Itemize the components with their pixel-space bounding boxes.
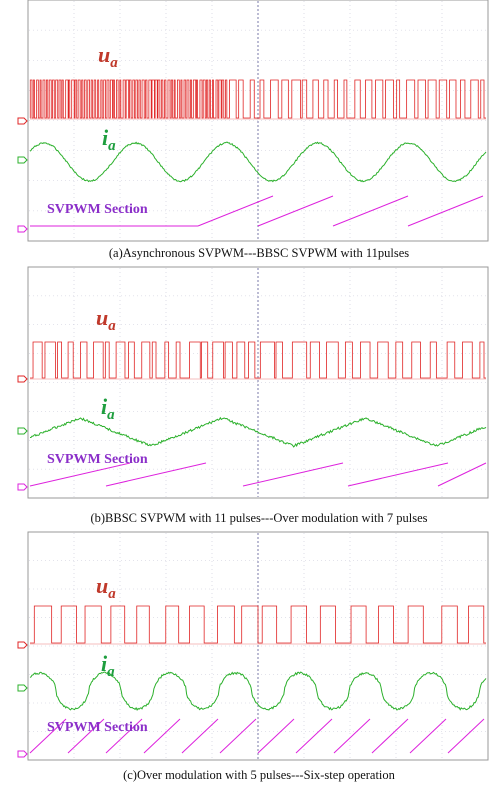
current-channel-marker bbox=[17, 156, 28, 164]
voltage-trace bbox=[30, 605, 486, 644]
sector-trace bbox=[29, 462, 487, 487]
current-label-a: ia bbox=[102, 125, 116, 154]
current-waveform-a bbox=[29, 141, 487, 183]
voltage-channel-marker bbox=[17, 375, 28, 383]
voltage-label-c: ua bbox=[96, 573, 116, 602]
voltage-label-b: ua bbox=[96, 305, 116, 334]
sector-trace bbox=[29, 718, 485, 754]
voltage-label-a: ua bbox=[98, 42, 118, 71]
current-channel-marker bbox=[17, 427, 28, 435]
sector-trace bbox=[30, 195, 484, 227]
panel-c: ua ia SVPWM Section (c)Over modulation w… bbox=[17, 531, 489, 782]
caption-b: (b)BBSC SVPWM with 11 pulses---Over modu… bbox=[90, 511, 427, 525]
section-label-a: SVPWM Section bbox=[47, 202, 148, 217]
current-label-c: ia bbox=[101, 651, 115, 680]
current-trace bbox=[29, 141, 487, 183]
channel-markers-b bbox=[17, 375, 28, 491]
channel-markers-c bbox=[17, 641, 28, 758]
voltage-waveform-a bbox=[29, 79, 486, 120]
sector-waveform-b bbox=[29, 462, 487, 487]
sector-channel-marker bbox=[17, 483, 28, 491]
caption-a: (a)Asynchronous SVPWM---BBSC SVPWM with … bbox=[109, 246, 409, 260]
current-trace bbox=[29, 671, 487, 712]
channel-markers-a bbox=[17, 117, 28, 233]
current-label-b: ia bbox=[101, 394, 115, 423]
voltage-trace bbox=[29, 79, 486, 119]
voltage-channel-marker bbox=[17, 117, 28, 125]
panel-b: ua ia SVPWM Section (b)BBSC SVPWM with 1… bbox=[17, 266, 489, 525]
sector-waveform-c bbox=[29, 718, 485, 754]
voltage-trace bbox=[30, 341, 486, 379]
current-waveform-c bbox=[29, 671, 487, 712]
voltage-channel-marker bbox=[17, 641, 28, 649]
section-label-c: SVPWM Section bbox=[47, 720, 148, 735]
section-label-b: SVPWM Section bbox=[47, 452, 148, 467]
current-channel-marker bbox=[17, 684, 28, 692]
current-waveform-b bbox=[30, 416, 487, 448]
voltage-waveform-b bbox=[30, 341, 486, 380]
sector-waveform-a bbox=[30, 195, 484, 227]
sector-channel-marker bbox=[17, 750, 28, 758]
voltage-waveform-c bbox=[30, 605, 486, 645]
sector-channel-marker bbox=[17, 225, 28, 233]
panel-a: ua ia SVPWM Section (a)Asynchronous SVPW… bbox=[17, 0, 489, 260]
caption-c: (c)Over modulation with 5 pulses---Six-s… bbox=[123, 768, 396, 782]
current-trace bbox=[30, 416, 487, 448]
